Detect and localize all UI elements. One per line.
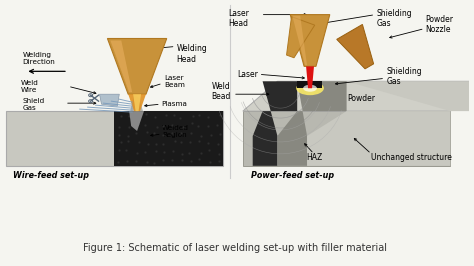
Polygon shape xyxy=(108,39,167,94)
Text: Wire-feed set-up: Wire-feed set-up xyxy=(12,171,89,180)
Polygon shape xyxy=(129,111,144,131)
Polygon shape xyxy=(110,40,132,92)
Polygon shape xyxy=(292,16,307,65)
Polygon shape xyxy=(337,24,374,69)
Text: HAZ: HAZ xyxy=(306,153,322,162)
Text: Welded
Region: Welded Region xyxy=(162,124,189,138)
Text: Weld
Wire: Weld Wire xyxy=(20,80,38,93)
Text: Powder
Nozzle: Powder Nozzle xyxy=(426,15,454,34)
Polygon shape xyxy=(243,81,474,111)
Text: Figure 1: Schematic of laser welding set-up with filler material: Figure 1: Schematic of laser welding set… xyxy=(83,243,387,253)
Text: Laser
Beam: Laser Beam xyxy=(164,75,185,88)
Text: Plasma: Plasma xyxy=(161,101,187,107)
Ellipse shape xyxy=(296,81,324,95)
Polygon shape xyxy=(297,81,322,88)
Polygon shape xyxy=(277,81,346,166)
Polygon shape xyxy=(128,94,146,111)
Polygon shape xyxy=(253,81,297,166)
Text: Welding
Direction: Welding Direction xyxy=(22,52,55,65)
Polygon shape xyxy=(100,94,119,106)
Polygon shape xyxy=(133,94,141,111)
Polygon shape xyxy=(243,111,450,166)
Polygon shape xyxy=(306,66,314,88)
Text: Power-feed set-up: Power-feed set-up xyxy=(251,171,334,180)
Text: Shielding
Gas: Shielding Gas xyxy=(376,9,412,28)
Text: Welding
Head: Welding Head xyxy=(177,44,207,64)
Polygon shape xyxy=(114,111,223,166)
Text: Powder: Powder xyxy=(347,94,375,103)
Text: Weld
Bead: Weld Bead xyxy=(211,81,231,101)
Ellipse shape xyxy=(303,85,317,92)
Text: Unchanged structure: Unchanged structure xyxy=(371,153,452,162)
Text: Shield
Gas: Shield Gas xyxy=(22,98,45,111)
Polygon shape xyxy=(6,111,223,166)
Polygon shape xyxy=(130,94,143,111)
Polygon shape xyxy=(290,15,330,66)
Polygon shape xyxy=(287,17,315,58)
Text: Laser
Head: Laser Head xyxy=(228,9,249,28)
Text: Shielding
Gas: Shielding Gas xyxy=(386,66,422,86)
Polygon shape xyxy=(307,81,474,166)
Text: Laser: Laser xyxy=(237,70,258,79)
